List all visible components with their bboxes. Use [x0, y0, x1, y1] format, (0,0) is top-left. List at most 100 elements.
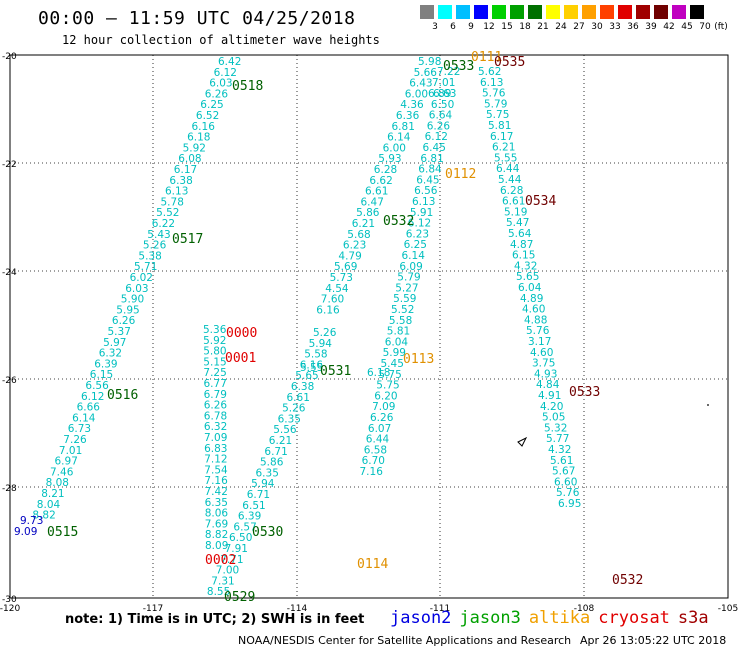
wave-height-value: 7.01: [432, 77, 455, 89]
wave-height-value: 6.44: [366, 434, 390, 446]
wave-height-value: 6.16: [192, 121, 216, 133]
wave-height-value: 5.86: [260, 457, 284, 469]
wave-height-value: 6.21: [269, 435, 292, 447]
wave-height-value: 6.38: [169, 175, 192, 187]
wave-height-value: 6.08: [178, 153, 201, 165]
color-scale-swatch: [510, 5, 524, 19]
color-scale-label: 33: [609, 22, 621, 32]
color-scale-swatch: [654, 5, 668, 19]
axis-tick-labels: -120 -117 -114 -111 -108 -105 -20 -22 -24 -26 -28 -…: [0, 52, 738, 614]
wave-height-value: 6.32: [204, 421, 227, 433]
wave-height-value: 6.63: [433, 88, 456, 100]
pass-time-label: 0530: [252, 525, 283, 540]
wave-height-value: 5.37: [108, 326, 131, 338]
wave-height-value: 5.92: [183, 142, 206, 154]
wave-height-value: 5.76: [556, 487, 580, 499]
wave-height-value: 7.54: [204, 464, 228, 476]
color-scale-unit: (ft): [714, 22, 728, 32]
wave-height-value: 6.26: [204, 400, 228, 412]
pass-time-label: 0534: [525, 194, 556, 209]
wave-height-value: 7.91: [225, 543, 248, 555]
wave-height-value: 6.09: [399, 261, 422, 273]
wave-height-value: 4.54: [325, 283, 349, 295]
lat-tick-label: -26: [2, 376, 17, 386]
wave-height-value: 4.88: [524, 314, 547, 326]
wave-height-value: 5.99: [383, 347, 406, 359]
pass-time-label: 0532: [612, 573, 643, 588]
wave-height-value: 5.79: [397, 272, 420, 284]
wave-height-value: 6.73: [68, 423, 91, 435]
color-scale-label: 30: [591, 22, 603, 32]
wave-height-value: 6.61: [502, 196, 525, 208]
wave-height-value: 6.32: [99, 348, 122, 360]
color-scale-label: 70: [699, 22, 711, 32]
wave-height-value: 5.58: [304, 349, 327, 361]
wave-height-value: 5.55: [300, 362, 323, 374]
wave-height-value: 6.66: [77, 402, 101, 414]
wave-height-value: 6.56: [85, 380, 109, 392]
color-scale-label: 3: [432, 22, 438, 32]
color-scale-swatch: [528, 5, 542, 19]
color-scale-label: 45: [681, 22, 693, 32]
lat-tick-label: -22: [2, 160, 17, 170]
wave-height-tracks: 6.426.126.036.266.256.526.166.185.926.08…: [32, 56, 581, 598]
wave-height-value: 6.84: [418, 164, 442, 176]
wave-height-value: 5.69: [334, 261, 357, 273]
wave-height-value: 4.79: [338, 250, 361, 262]
wave-height-value: 4.60: [522, 304, 545, 316]
wave-height-value: 6.78: [204, 410, 227, 422]
wave-height-value: 6.16: [300, 359, 324, 371]
wave-height-value: 6.70: [362, 455, 385, 467]
wave-height-value: 6.18: [187, 132, 210, 144]
wave-height-value: 5.66: [414, 67, 438, 79]
wave-height-value: 6.14: [72, 412, 96, 424]
wave-height-value: 9.73: [20, 515, 43, 527]
wave-height-value: 6.52: [196, 110, 219, 122]
wave-height-value: 4.20: [540, 401, 563, 413]
color-scale-label: 18: [519, 22, 531, 32]
pass-time-label: 0532: [383, 214, 414, 229]
wave-height-value: 4.32: [548, 444, 571, 456]
wave-height-value: 5.97: [103, 337, 126, 349]
wave-height-value: 5.26: [143, 240, 167, 252]
wave-height-value: 4.89: [520, 293, 543, 305]
color-scale-label: 15: [501, 22, 513, 32]
color-scale-label: 39: [645, 22, 657, 32]
color-scale-label: 42: [663, 22, 675, 32]
wave-height-value: 6.62: [369, 175, 392, 187]
wave-height-value: 5.26: [282, 403, 306, 415]
color-scale-swatch: [582, 5, 596, 19]
color-scale-swatch: [474, 5, 488, 19]
wave-height-value: 6.17: [174, 164, 197, 176]
wave-height-value: 6.35: [256, 467, 279, 479]
wave-height-value: 6.56: [414, 185, 438, 197]
wave-height-value: 5.94: [251, 478, 275, 490]
wave-height-value: 6.83: [204, 443, 227, 455]
wave-height-value: 5.91: [410, 207, 433, 219]
wave-height-value: 6.12: [425, 131, 448, 143]
wave-height-value: 6.14: [387, 132, 411, 144]
lon-tick-label: -108: [574, 604, 595, 614]
wave-height-value: 4.87: [510, 239, 533, 251]
wave-height-value: 6.26: [427, 120, 451, 132]
wave-height-value: 6.04: [385, 336, 409, 348]
wave-height-value: 6.21: [352, 218, 375, 230]
wave-height-value: 6.14: [402, 250, 426, 262]
color-scale-label: 21: [537, 22, 549, 32]
map-grid: [10, 55, 728, 598]
pass-time-labels: 0518 0517 0516 0515 0000 0001 0002 0530 0529 0531…: [47, 50, 643, 605]
wave-height-value: 6.71: [264, 446, 287, 458]
wave-height-value: 6.39: [238, 511, 261, 523]
wave-height-value: 5.73: [330, 272, 353, 284]
wave-height-value: 7.25: [203, 367, 226, 379]
wave-height-value: 5.36: [203, 324, 227, 336]
color-scale-label: 24: [555, 22, 567, 32]
wave-height-value: 5.43: [147, 229, 170, 241]
lon-tick-label: -111: [430, 604, 450, 614]
extra-points: 9.739.096.897.017.226.185.55: [14, 66, 460, 538]
color-scale-swatch: [420, 5, 434, 19]
wave-height-value: 8.82: [32, 510, 55, 522]
pass-time-label: 0515: [47, 525, 78, 540]
wave-height-value: 8.04: [37, 499, 61, 511]
wave-height-value: 5.38: [138, 250, 161, 262]
